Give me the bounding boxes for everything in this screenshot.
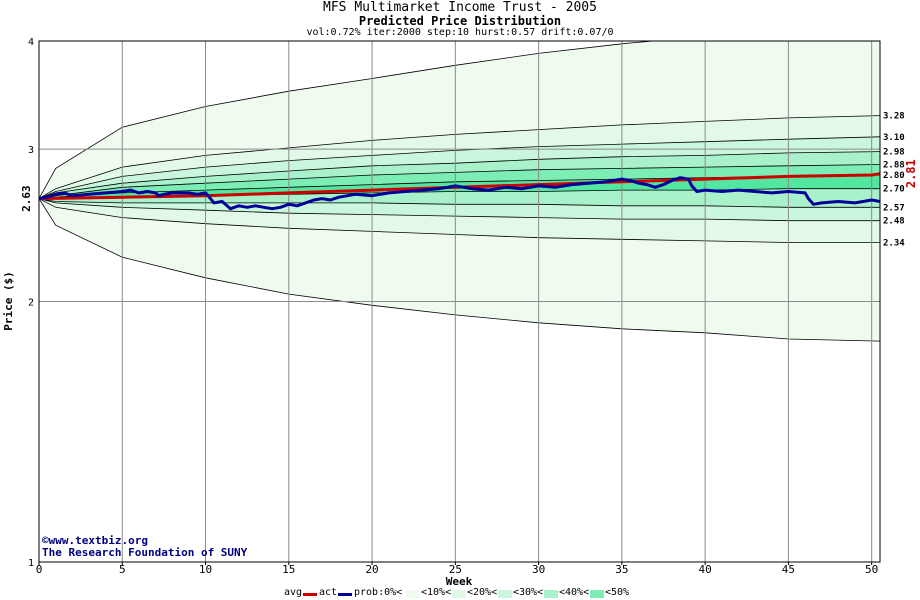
legend-avg-label: avg bbox=[284, 587, 303, 598]
legend-band30-swatch bbox=[544, 590, 558, 598]
y-tick-3: 3 bbox=[28, 145, 34, 156]
x-tick-35: 35 bbox=[615, 563, 628, 576]
x-tick-30: 30 bbox=[532, 563, 545, 576]
plot-frame bbox=[38, 40, 881, 563]
band-line-p20 bbox=[39, 198, 880, 222]
y-tick-1: 1 bbox=[28, 558, 34, 569]
chart-title: MFS Multimarket Income Trust - 2005 bbox=[323, 0, 597, 15]
band-line-upper bbox=[39, 41, 658, 199]
x-tick-25: 25 bbox=[449, 563, 462, 576]
legend-b40-label: <40%< bbox=[559, 587, 590, 598]
percentile-label-1: 3.10 bbox=[883, 133, 905, 143]
x-tick-0: 0 bbox=[36, 563, 43, 576]
legend-prob-label: prob:0%< bbox=[354, 587, 403, 598]
start-price-label: 2.63 bbox=[20, 185, 33, 212]
band-line-p10 bbox=[39, 198, 880, 243]
legend-avg-swatch bbox=[303, 593, 317, 596]
band-line-p90 bbox=[39, 115, 880, 199]
legend-act-label: act bbox=[319, 587, 338, 598]
legend-b10-label: <10%< bbox=[421, 587, 452, 598]
x-tick-15: 15 bbox=[282, 563, 295, 576]
legend-band0-swatch bbox=[406, 590, 420, 598]
legend-act-swatch bbox=[338, 593, 352, 596]
credit-org: The Research Foundation of SUNY bbox=[42, 546, 248, 559]
series-act-line bbox=[39, 176, 880, 211]
percentile-label-6: 2.57 bbox=[883, 203, 905, 213]
percentile-label-3: 2.88 bbox=[883, 160, 905, 170]
percentile-label-0: 3.28 bbox=[883, 112, 905, 122]
percentile-label-8: 2.34 bbox=[883, 238, 905, 248]
chart-subtitle: Predicted Price Distribution bbox=[358, 14, 562, 28]
x-tick-45: 45 bbox=[782, 563, 795, 576]
legend-band20-swatch bbox=[498, 590, 512, 598]
legend-band40-swatch bbox=[590, 590, 604, 598]
percentile-label-7: 2.48 bbox=[883, 217, 905, 227]
credit-url: ©www.textbiz.org bbox=[42, 534, 148, 547]
end-price-label: 2.81 bbox=[904, 159, 918, 188]
band-line-p80 bbox=[39, 136, 880, 199]
band-line-p60 bbox=[39, 164, 880, 199]
x-axis-label: Week bbox=[446, 575, 473, 588]
x-tick-20: 20 bbox=[365, 563, 378, 576]
x-tick-40: 40 bbox=[699, 563, 712, 576]
x-tick-5: 5 bbox=[119, 563, 126, 576]
series-avg-line bbox=[39, 172, 880, 201]
percentile-label-4: 2.80 bbox=[883, 171, 905, 181]
y-axis-label: Price ($) bbox=[2, 271, 15, 331]
band-line-p30 bbox=[39, 198, 880, 208]
x-tick-10: 10 bbox=[199, 563, 212, 576]
percentile-label-2: 2.98 bbox=[883, 148, 905, 158]
legend-b30-label: <30%< bbox=[513, 587, 544, 598]
band-line-lower bbox=[39, 198, 880, 342]
simulation-params: vol:0.72% iter:2000 step:10 hurst:0.57 d… bbox=[306, 27, 614, 38]
percentile-label-5: 2.70 bbox=[883, 185, 905, 195]
y-tick-4: 4 bbox=[28, 37, 34, 48]
legend-b20-label: <20%< bbox=[467, 587, 498, 598]
y-tick-2: 2 bbox=[28, 298, 34, 309]
legend-b50-label: <50% bbox=[605, 587, 630, 598]
band-line-p70 bbox=[39, 151, 880, 199]
x-tick-50: 50 bbox=[865, 563, 878, 576]
legend-band10-swatch bbox=[452, 590, 466, 598]
